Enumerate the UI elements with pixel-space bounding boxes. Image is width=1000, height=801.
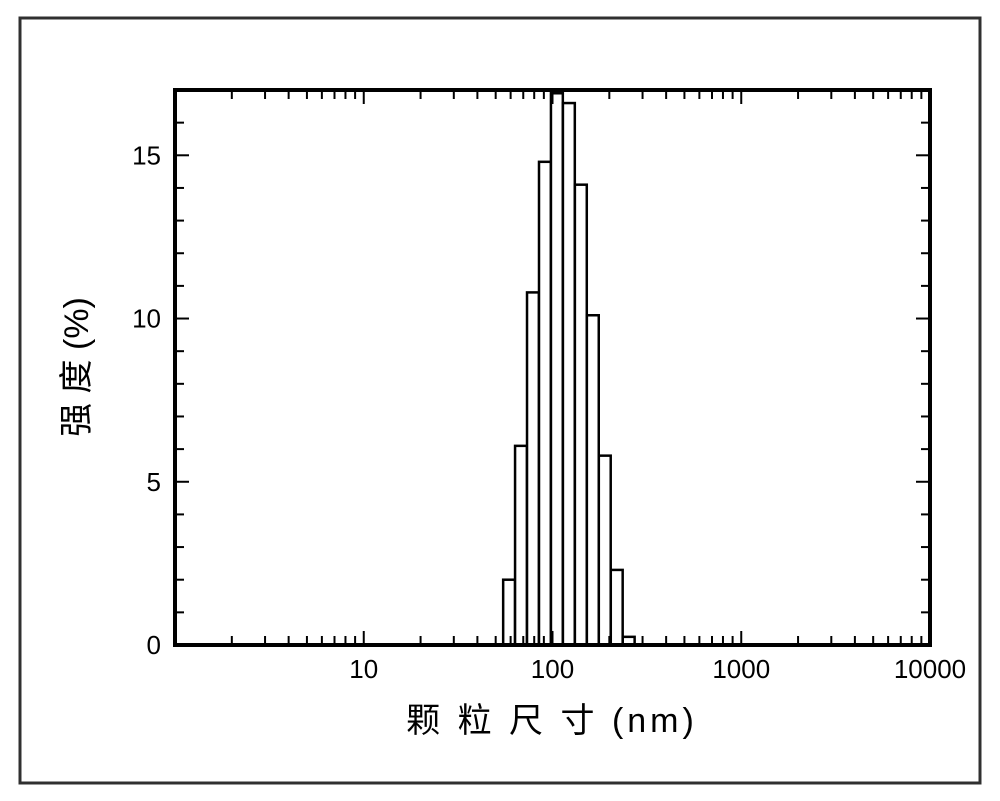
x-tick-label: 10 <box>349 654 378 684</box>
plot-area: 10 100 1000 10000 0 5 10 15 <box>132 90 966 684</box>
x-tick-label: 1000 <box>712 654 770 684</box>
x-axis-label: 颗 粒 尺 寸 (nm) <box>406 702 698 740</box>
y-tick-label: 5 <box>147 467 161 497</box>
x-tick-label: 10000 <box>894 654 966 684</box>
histogram-bar <box>515 446 527 645</box>
y-tick-label: 15 <box>132 140 161 170</box>
histogram-bar <box>611 570 623 645</box>
y-tick-label: 10 <box>132 304 161 334</box>
histogram-bar <box>563 103 575 645</box>
histogram-bar <box>503 580 515 645</box>
histogram-bar <box>527 292 539 645</box>
y-axis-label: 强 度 (%) <box>58 297 96 437</box>
histogram-bar <box>575 185 587 645</box>
y-tick-label: 0 <box>147 630 161 660</box>
histogram-bar <box>539 162 551 645</box>
histogram-bar <box>587 315 599 645</box>
histogram-bar <box>551 93 563 645</box>
x-tick-label: 100 <box>531 654 574 684</box>
histogram-bar <box>599 456 611 645</box>
